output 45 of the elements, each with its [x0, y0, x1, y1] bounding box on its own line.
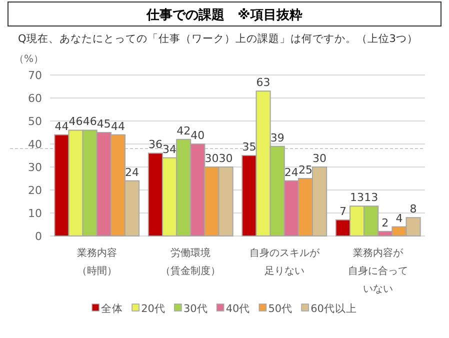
legend-label: 30代 — [183, 303, 208, 315]
data-label: 30 — [218, 152, 233, 165]
y-tick-label: 40 — [28, 138, 42, 151]
data-label: 44 — [110, 120, 125, 133]
y-tick-label: 10 — [28, 207, 42, 220]
x-tick-label: 業務内容（時間） — [76, 247, 117, 277]
data-label: 13 — [364, 191, 378, 204]
legend-label: 40代 — [226, 303, 250, 315]
data-label: 46 — [82, 115, 97, 128]
data-label: 30 — [204, 152, 219, 165]
legend-label: 60代以上 — [310, 302, 357, 315]
legend-label: 50代 — [268, 303, 293, 315]
y-tick-label: 20 — [28, 184, 42, 197]
x-tick-label: 自身のスキルが足りない — [249, 247, 320, 277]
x-tick-label: 労働環境（賃金制度） — [160, 247, 221, 277]
data-label: 2 — [382, 216, 389, 230]
y-tick-label: 0 — [35, 230, 42, 243]
y-tick-label: 70 — [28, 69, 42, 82]
data-label: 7 — [339, 204, 346, 218]
data-label: 34 — [162, 142, 177, 156]
data-label: 63 — [256, 76, 270, 90]
data-label: 40 — [190, 129, 205, 142]
data-label: 24 — [125, 166, 140, 179]
chart-subtitle: Q現在、あなたにとっての「仕事（ワーク）上の課題」は何ですか。（上位3つ） — [18, 32, 418, 45]
data-label: 46 — [68, 115, 83, 128]
data-label: 36 — [148, 138, 162, 152]
data-label: 42 — [176, 124, 191, 138]
data-label: 30 — [312, 152, 327, 165]
y-tick-label: 50 — [28, 115, 42, 128]
y-axis-title: （%） — [14, 54, 44, 65]
data-label: 35 — [242, 140, 256, 154]
data-label: 39 — [270, 131, 284, 144]
data-label: 8 — [410, 202, 417, 216]
chart-title: 仕事での課題 ※項目抜粋 — [146, 7, 302, 23]
x-tick-label: 業務内容が自身に合っていない — [348, 247, 408, 295]
legend-label: 全体 — [101, 303, 124, 315]
data-label: 24 — [284, 166, 298, 179]
y-tick-label: 30 — [28, 161, 42, 174]
data-label: 13 — [350, 191, 364, 204]
data-label: 25 — [298, 164, 312, 176]
y-tick-label: 60 — [28, 92, 42, 105]
data-label: 45 — [96, 118, 111, 130]
data-label: 4 — [396, 212, 403, 225]
legend-label: 20代 — [141, 303, 166, 315]
data-label: 44 — [54, 120, 69, 133]
